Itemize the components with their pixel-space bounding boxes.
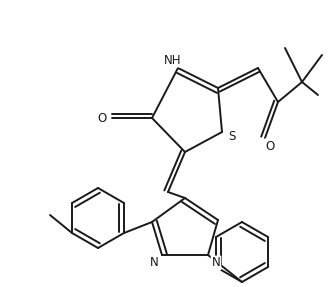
- Text: NH: NH: [164, 53, 182, 67]
- Text: S: S: [228, 131, 236, 144]
- Text: N: N: [149, 257, 158, 269]
- Text: O: O: [97, 112, 107, 125]
- Text: N: N: [212, 257, 220, 269]
- Text: O: O: [265, 139, 275, 152]
